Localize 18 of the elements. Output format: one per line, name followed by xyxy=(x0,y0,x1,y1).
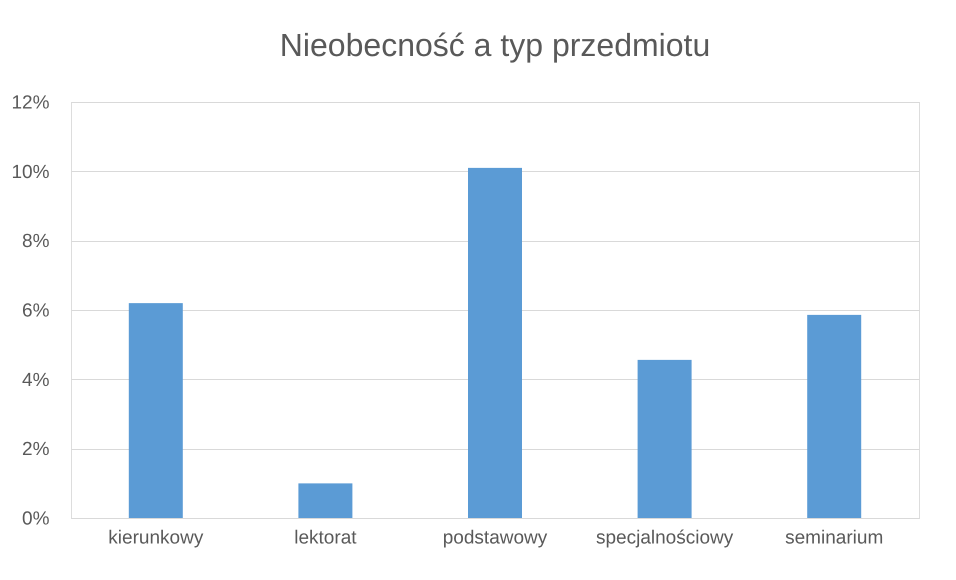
bar xyxy=(638,360,692,518)
y-tick-label: 10% xyxy=(11,162,50,183)
y-tick-label: 6% xyxy=(22,300,50,322)
y-tick-label: 2% xyxy=(22,439,50,460)
y-tick-label: 4% xyxy=(22,370,50,391)
x-tick-label: lektorat xyxy=(294,528,358,548)
x-tick-label: specjalnościowy xyxy=(596,528,734,548)
y-tick-label: 0% xyxy=(22,508,50,530)
chart-title: Nieobecność a typ przedmiotu xyxy=(280,27,710,63)
bar xyxy=(468,168,522,518)
x-tick-label: podstawowy xyxy=(442,528,548,548)
bar xyxy=(298,483,352,518)
bar xyxy=(807,314,862,518)
x-tick-label: seminarium xyxy=(785,528,884,548)
x-tick-label: kierunkowy xyxy=(108,528,204,548)
bar xyxy=(128,303,183,518)
y-tick-label: 8% xyxy=(22,231,50,252)
y-tick-label: 12% xyxy=(11,92,50,114)
